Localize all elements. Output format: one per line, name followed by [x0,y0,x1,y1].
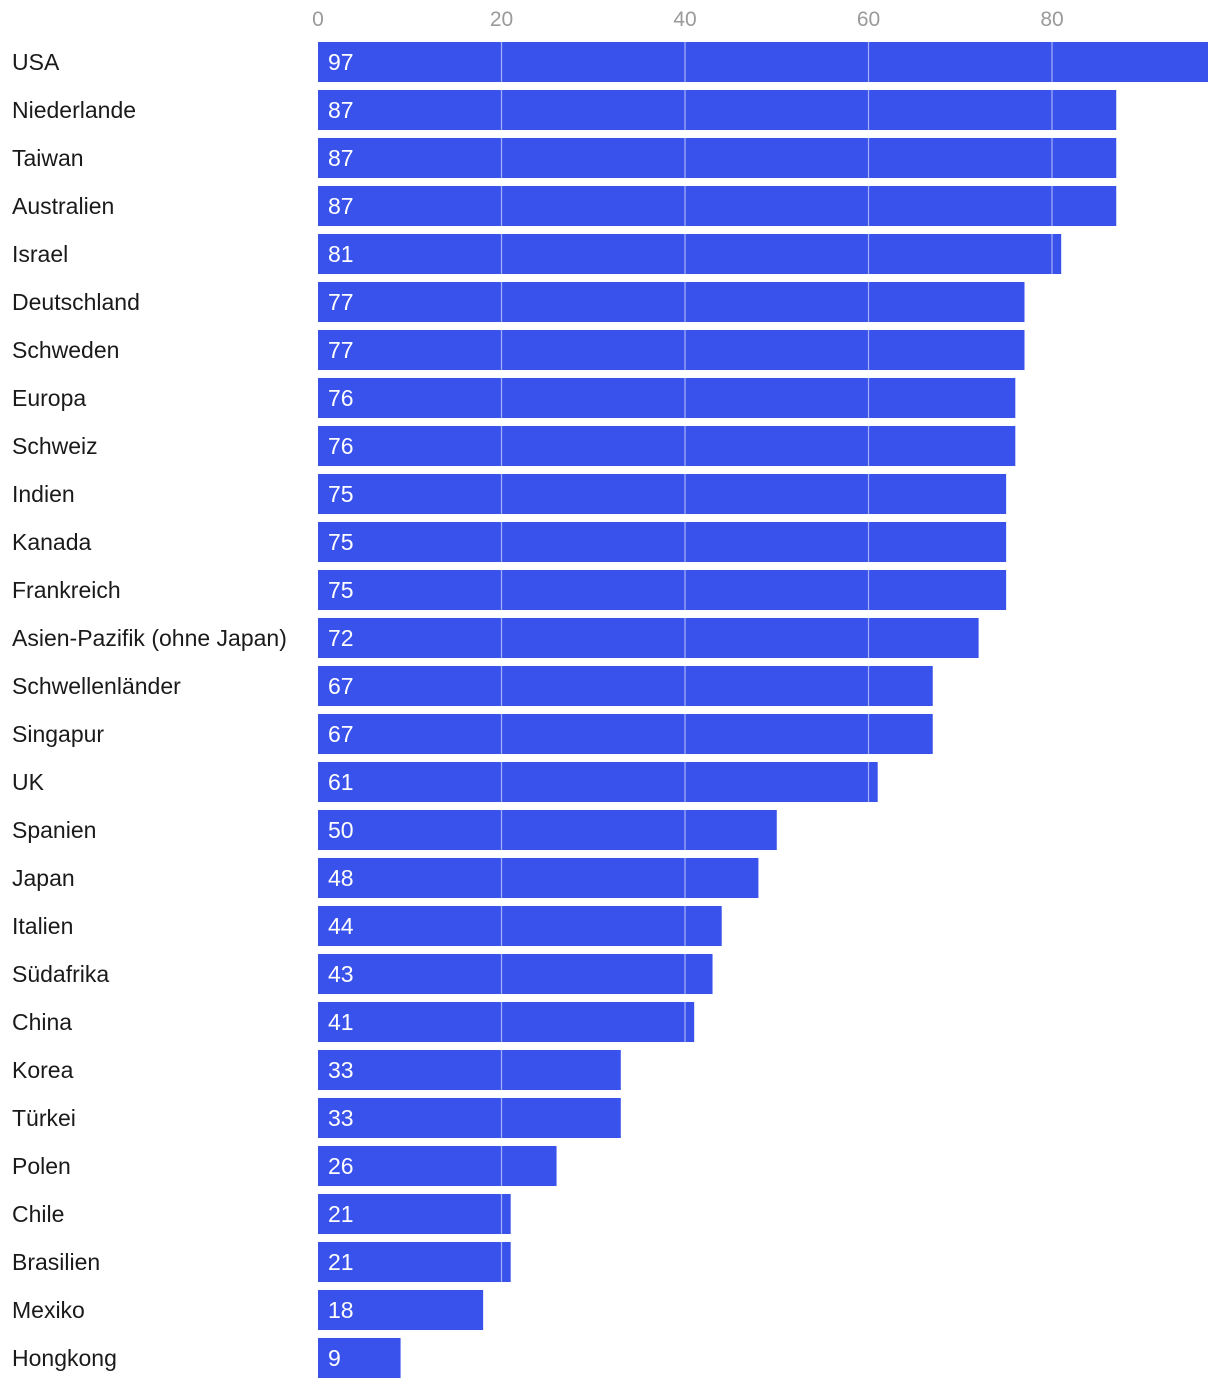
category-label-mexiko: Mexiko [12,1297,85,1323]
x-tick-label-0: 0 [312,8,324,31]
category-labels: USA Niederlande Taiwan Australien Israel Deut… [12,49,287,1371]
x-tick-label-40: 40 [673,8,696,31]
bar-israel [318,234,1062,274]
category-label-japan: Japan [12,865,75,891]
value-label-uk: 61 [328,769,354,795]
value-label-polen: 26 [328,1153,354,1179]
bar-frankreich [318,570,1007,610]
value-label-türkei: 33 [328,1105,354,1131]
category-label-taiwan: Taiwan [12,145,84,171]
category-label-deutschland: Deutschland [12,289,140,315]
value-label-italien: 44 [328,913,354,939]
category-label-indien: Indien [12,481,75,507]
value-label-spanien: 50 [328,817,354,843]
x-tick-label-60: 60 [857,8,880,31]
bar-indien [318,474,1007,514]
bar-singapur [318,714,933,754]
value-labels: 97 87 87 87 81 77 77 76 76 75 75 75 72 67 67 61 50 48 44 43… [328,49,354,1371]
category-label-kanada: Kanada [12,529,92,555]
category-label-uk: UK [12,769,45,795]
category-label-polen: Polen [12,1153,71,1179]
value-label-europa: 76 [328,385,354,411]
bar-china [318,1002,695,1042]
category-label-chile: Chile [12,1201,64,1227]
category-label-hongkong: Hongkong [12,1345,117,1371]
bar-italien [318,906,722,946]
bar-japan [318,858,759,898]
category-label-türkei: Türkei [12,1105,76,1131]
value-label-korea: 33 [328,1057,354,1083]
value-label-südafrika: 43 [328,961,354,987]
bars [318,42,1208,1378]
bar-schwellenländer [318,666,933,706]
gridlines [500,42,1053,1378]
bar-niederlande [318,90,1117,130]
value-label-china: 41 [328,1009,354,1035]
value-label-schweiz: 76 [328,433,354,459]
value-label-israel: 81 [328,241,354,267]
value-label-kanada: 75 [328,529,354,555]
bar-schweden [318,330,1025,370]
category-label-china: China [12,1009,72,1035]
value-label-usa: 97 [328,49,354,75]
bar-kanada [318,522,1007,562]
category-label-brasilien: Brasilien [12,1249,100,1275]
bar-schweiz [318,426,1016,466]
value-label-schweden: 77 [328,337,354,363]
bar-spanien [318,810,777,850]
value-label-australien: 87 [328,193,354,219]
category-label-schwellenländer: Schwellenländer [12,673,181,699]
bar-uk [318,762,878,802]
category-label-spanien: Spanien [12,817,96,843]
value-label-singapur: 67 [328,721,354,747]
bar-usa [318,42,1208,82]
category-label-schweiz: Schweiz [12,433,98,459]
bar-asien-pazifik-ohne-japan [318,618,979,658]
bar-brasilien [318,1242,511,1282]
category-label-niederlande: Niederlande [12,97,136,123]
category-label-frankreich: Frankreich [12,577,121,603]
category-label-europa: Europa [12,385,86,411]
category-label-australien: Australien [12,193,114,219]
value-label-deutschland: 77 [328,289,354,315]
category-label-israel: Israel [12,241,68,267]
bar-hongkong [318,1338,401,1378]
value-label-frankreich: 75 [328,577,354,603]
bar-europa [318,378,1016,418]
category-label-usa: USA [12,49,60,75]
value-label-indien: 75 [328,481,354,507]
value-label-brasilien: 21 [328,1249,354,1275]
value-label-japan: 48 [328,865,354,891]
bar-mexiko [318,1290,484,1330]
category-label-singapur: Singapur [12,721,104,747]
value-label-niederlande: 87 [328,97,354,123]
bar-südafrika [318,954,713,994]
bar-taiwan [318,138,1117,178]
category-label-südafrika: Südafrika [12,961,109,987]
value-label-mexiko: 18 [328,1297,354,1323]
value-label-chile: 21 [328,1201,354,1227]
bar-korea [318,1050,621,1090]
value-label-hongkong: 9 [328,1345,341,1371]
value-label-asien-pazifik-ohne-japan: 72 [328,625,354,651]
category-label-schweden: Schweden [12,337,119,363]
x-axis-ticks: 0 20 40 60 80 [312,8,1064,31]
value-label-taiwan: 87 [328,145,354,171]
bar-deutschland [318,282,1025,322]
x-tick-label-80: 80 [1040,8,1063,31]
category-label-korea: Korea [12,1057,74,1083]
category-label-italien: Italien [12,913,73,939]
value-label-schwellenländer: 67 [328,673,354,699]
x-tick-label-20: 20 [490,8,513,31]
bar-polen [318,1146,557,1186]
bar-australien [318,186,1117,226]
category-label-asien-pazifik-ohne-japan: Asien-Pazifik (ohne Japan) [12,625,287,651]
bar-chile [318,1194,511,1234]
bar-türkei [318,1098,621,1138]
